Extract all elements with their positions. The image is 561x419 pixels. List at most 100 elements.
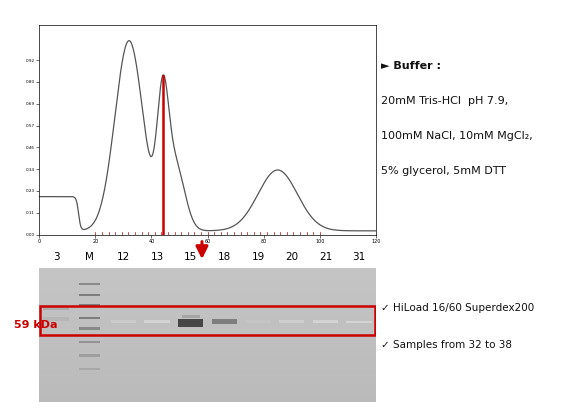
Text: 13: 13 (150, 252, 164, 262)
Bar (39, 292, 376, 294)
Bar (39, 276, 376, 277)
Text: 19: 19 (251, 252, 265, 262)
Bar (39, 287, 376, 288)
Bar (39, 290, 376, 291)
Bar (39, 303, 376, 304)
Bar (39, 355, 376, 357)
Bar (39, 373, 376, 374)
Bar (39, 353, 376, 354)
Bar (39, 394, 376, 396)
Bar (39, 324, 376, 326)
Bar (178, 319, 203, 327)
Bar (39, 335, 376, 336)
Bar (44, 307, 68, 310)
Text: ► Buffer :: ► Buffer : (381, 61, 442, 71)
Bar (39, 319, 376, 321)
Text: M: M (85, 252, 94, 262)
Bar (39, 331, 376, 333)
Bar (39, 391, 376, 393)
Bar (39, 269, 376, 271)
Bar (39, 370, 376, 371)
Bar (39, 275, 376, 276)
Bar (39, 294, 376, 295)
Bar (39, 375, 376, 377)
Bar (39, 322, 376, 323)
Bar (39, 365, 376, 366)
Bar (79, 283, 100, 285)
Bar (39, 380, 376, 381)
Bar (39, 308, 376, 310)
Bar (39, 381, 376, 382)
Bar (39, 279, 376, 280)
Bar (39, 354, 376, 355)
Bar (39, 398, 376, 400)
Bar (39, 369, 376, 370)
Bar (39, 271, 376, 272)
Bar (79, 317, 100, 319)
Bar (39, 358, 376, 360)
Text: 20mM Tris-HCl  pH 7.9,: 20mM Tris-HCl pH 7.9, (381, 96, 509, 106)
Bar (39, 382, 376, 383)
Bar (39, 377, 376, 378)
Text: 15: 15 (184, 252, 197, 262)
Bar (39, 396, 376, 397)
Bar (39, 299, 376, 300)
Bar (40, 306, 375, 335)
Bar (39, 330, 376, 331)
Bar (39, 288, 376, 290)
Bar (39, 386, 376, 388)
Bar (39, 401, 376, 402)
Bar (39, 361, 376, 362)
Bar (39, 371, 376, 373)
Bar (39, 280, 376, 282)
Bar (39, 274, 376, 275)
Text: 31: 31 (352, 252, 366, 262)
Bar (79, 294, 100, 296)
Bar (39, 268, 376, 269)
Bar (39, 313, 376, 314)
Bar (39, 336, 376, 338)
Bar (39, 350, 376, 351)
Bar (39, 296, 376, 297)
Bar (212, 319, 237, 324)
Bar (39, 297, 376, 299)
Bar (39, 351, 376, 353)
Bar (39, 378, 376, 380)
Bar (39, 339, 376, 341)
Bar (279, 320, 304, 323)
Bar (39, 286, 376, 287)
Bar (39, 318, 376, 319)
Bar (39, 323, 376, 324)
Bar (39, 328, 376, 330)
Bar (246, 320, 270, 323)
Bar (39, 366, 376, 367)
Bar (39, 393, 376, 394)
Text: 3: 3 (53, 252, 59, 262)
Bar (39, 367, 376, 369)
Bar (39, 390, 376, 391)
Bar (39, 295, 376, 296)
Bar (39, 349, 376, 350)
Bar (39, 307, 376, 308)
Bar (44, 329, 68, 333)
Text: ✓ HiLoad 16/60 Superdex200: ✓ HiLoad 16/60 Superdex200 (381, 303, 535, 313)
Bar (39, 283, 376, 284)
Bar (79, 367, 100, 370)
Bar (39, 306, 376, 307)
Bar (39, 291, 376, 292)
Bar (39, 333, 376, 334)
Bar (79, 327, 100, 330)
Bar (39, 383, 376, 385)
Bar (182, 315, 200, 318)
Bar (39, 316, 376, 318)
Bar (39, 389, 376, 390)
Bar (39, 347, 376, 349)
Bar (39, 343, 376, 344)
Text: 100mM NaCl, 10mM MgCl₂,: 100mM NaCl, 10mM MgCl₂, (381, 131, 533, 141)
Bar (39, 342, 376, 343)
Bar (39, 374, 376, 375)
Bar (39, 397, 376, 398)
Bar (39, 346, 376, 347)
Bar (39, 388, 376, 389)
Bar (39, 304, 376, 306)
